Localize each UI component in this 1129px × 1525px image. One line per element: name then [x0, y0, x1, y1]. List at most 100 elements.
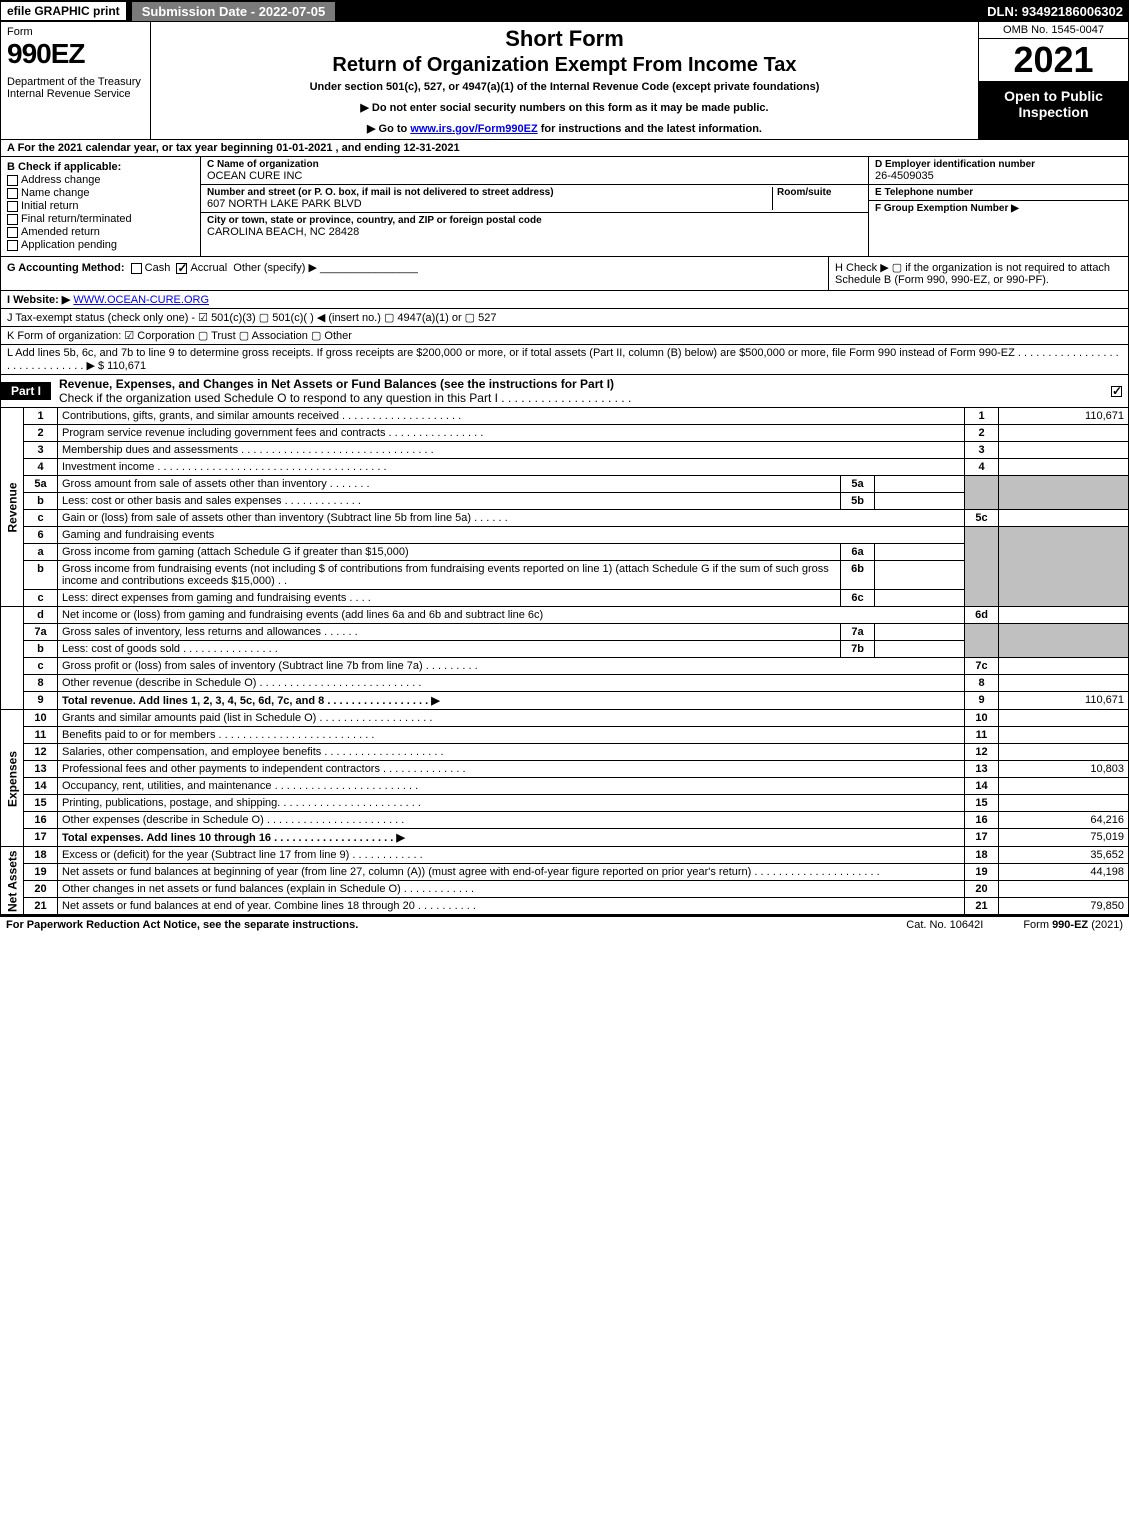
l5b-subval [875, 493, 965, 510]
column-def: D Employer identification number 26-4509… [868, 157, 1128, 256]
footer-catno: Cat. No. 10642I [906, 919, 983, 931]
expenses-sidelabel: Expenses [1, 710, 24, 847]
part-i-title: Revenue, Expenses, and Changes in Net As… [51, 375, 1108, 407]
j-tax-exempt-row: J Tax-exempt status (check only one) - ☑… [0, 309, 1129, 327]
l5c-desc: Gain or (loss) from sale of assets other… [58, 510, 965, 527]
l14-num: 14 [24, 778, 58, 795]
l16-amount: 64,216 [999, 812, 1129, 829]
l7c-desc: Gross profit or (loss) from sales of inv… [58, 658, 965, 675]
part-i-header: Part I Revenue, Expenses, and Changes in… [0, 375, 1129, 408]
l17-lineno: 17 [965, 829, 999, 847]
form-number: 990EZ [7, 38, 144, 70]
footer-right: Form 990-EZ (2021) [1023, 919, 1123, 931]
l11-amount [999, 727, 1129, 744]
l16-lineno: 16 [965, 812, 999, 829]
cb-final-return[interactable]: Final return/terminated [7, 213, 194, 225]
lines-table-6d-9: d Net income or (loss) from gaming and f… [0, 607, 1129, 915]
l17-num: 17 [24, 829, 58, 847]
l18-amount: 35,652 [999, 847, 1129, 864]
l7a-subnum: 7a [841, 624, 875, 641]
org-city: CAROLINA BEACH, NC 28428 [207, 226, 862, 238]
l2-lineno: 2 [965, 425, 999, 442]
cb-name-change[interactable]: Name change [7, 187, 194, 199]
form-title: Return of Organization Exempt From Incom… [157, 54, 972, 77]
l21-lineno: 21 [965, 898, 999, 915]
cb-initial-return[interactable]: Initial return [7, 200, 194, 212]
l16-desc: Other expenses (describe in Schedule O) … [58, 812, 965, 829]
l12-lineno: 12 [965, 744, 999, 761]
l18-lineno: 18 [965, 847, 999, 864]
cb-name-change-label: Name change [21, 187, 90, 199]
l4-lineno: 4 [965, 459, 999, 476]
l8-lineno: 8 [965, 675, 999, 692]
cb-address-change[interactable]: Address change [7, 174, 194, 186]
l6b-subnum: 6b [841, 561, 875, 590]
l5ab-shade-amt [999, 476, 1129, 510]
l7ab-shade [965, 624, 999, 658]
page-footer: For Paperwork Reduction Act Notice, see … [0, 915, 1129, 933]
l5a-subnum: 5a [841, 476, 875, 493]
l1-num: 1 [24, 408, 58, 425]
column-c: C Name of organization OCEAN CURE INC Nu… [201, 157, 868, 256]
l17-desc: Total expenses. Add lines 10 through 16 … [58, 829, 965, 847]
l7b-desc: Less: cost of goods sold . . . . . . . .… [58, 641, 841, 658]
l15-num: 15 [24, 795, 58, 812]
cash-label: Cash [145, 262, 171, 274]
cb-amended-return[interactable]: Amended return [7, 226, 194, 238]
short-form-title: Short Form [157, 26, 972, 52]
website-link[interactable]: WWW.OCEAN-CURE.ORG [73, 294, 209, 306]
form-subtitle: Under section 501(c), 527, or 4947(a)(1)… [157, 81, 972, 93]
l6-num: 6 [24, 527, 58, 544]
department: Department of the Treasury Internal Reve… [7, 76, 144, 100]
c-street-label: Number and street (or P. O. box, if mail… [207, 187, 772, 198]
k-form-org-row: K Form of organization: ☑ Corporation ▢ … [0, 327, 1129, 345]
l5b-num: b [24, 493, 58, 510]
c-city-row: City or town, state or province, country… [201, 213, 868, 240]
l6b-num: b [24, 561, 58, 590]
l5b-subnum: 5b [841, 493, 875, 510]
l21-num: 21 [24, 898, 58, 915]
l5c-lineno: 5c [965, 510, 999, 527]
l19-desc: Net assets or fund balances at beginning… [58, 864, 965, 881]
g-accounting: G Accounting Method: Cash Accrual Other … [1, 257, 828, 290]
l7c-amount [999, 658, 1129, 675]
submission-date: Submission Date - 2022-07-05 [131, 1, 337, 22]
l3-num: 3 [24, 442, 58, 459]
l10-desc: Grants and similar amounts paid (list in… [58, 710, 965, 727]
cb-cash[interactable] [131, 263, 142, 274]
gh-row: G Accounting Method: Cash Accrual Other … [0, 257, 1129, 291]
part-i-checkbox[interactable] [1108, 385, 1128, 397]
irs-link[interactable]: www.irs.gov/Form990EZ [410, 123, 537, 135]
cb-address-change-label: Address change [21, 174, 101, 186]
l9-desc: Total revenue. Add lines 1, 2, 3, 4, 5c,… [58, 692, 965, 710]
l5a-subval [875, 476, 965, 493]
cb-initial-return-label: Initial return [21, 200, 78, 212]
l1-amount: 110,671 [999, 408, 1129, 425]
open-to-public: Open to Public Inspection [979, 82, 1128, 139]
l6a-num: a [24, 544, 58, 561]
i-label: I Website: ▶ [7, 294, 70, 306]
l18-num: 18 [24, 847, 58, 864]
cb-accrual[interactable] [176, 263, 187, 274]
l21-amount: 79,850 [999, 898, 1129, 915]
org-street: 607 NORTH LAKE PARK BLVD [207, 198, 772, 210]
b-heading: B Check if applicable: [7, 161, 194, 173]
l21-desc: Net assets or fund balances at end of ye… [58, 898, 965, 915]
l10-amount [999, 710, 1129, 727]
c-room-label: Room/suite [777, 187, 862, 198]
header-left: Form 990EZ Department of the Treasury In… [1, 22, 151, 139]
l7b-num: b [24, 641, 58, 658]
l10-lineno: 10 [965, 710, 999, 727]
l15-desc: Printing, publications, postage, and shi… [58, 795, 965, 812]
ein-value: 26-4509035 [875, 170, 1122, 182]
l-gross-receipts-row: L Add lines 5b, 6c, and 7b to line 9 to … [0, 345, 1129, 375]
efile-print-button[interactable]: efile GRAPHIC print [0, 1, 127, 21]
l4-amount [999, 459, 1129, 476]
l7a-subval [875, 624, 965, 641]
cb-application-pending[interactable]: Application pending [7, 239, 194, 251]
l11-lineno: 11 [965, 727, 999, 744]
l15-amount [999, 795, 1129, 812]
l11-desc: Benefits paid to or for members . . . . … [58, 727, 965, 744]
l6d-num2: d [24, 607, 58, 624]
c-street-row: Number and street (or P. O. box, if mail… [201, 185, 868, 213]
